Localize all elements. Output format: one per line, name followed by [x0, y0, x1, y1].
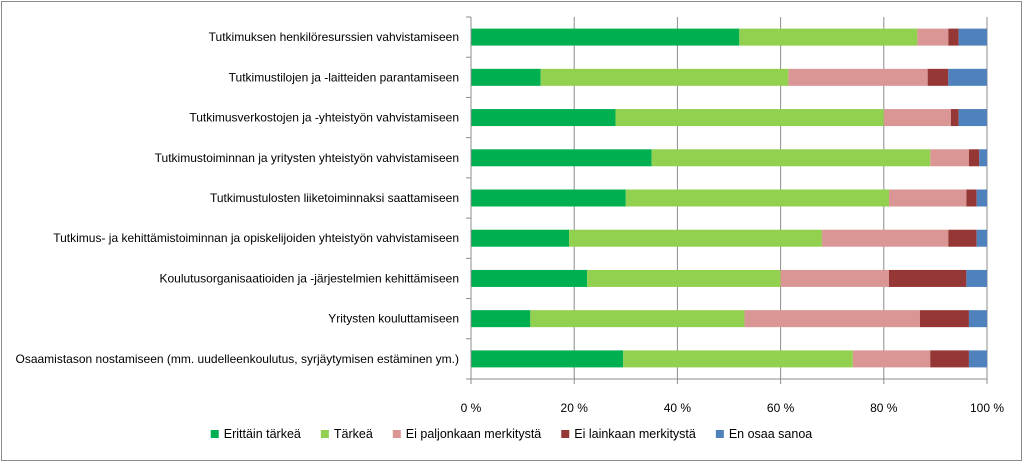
bar-segment: [958, 109, 987, 127]
legend-swatch: [210, 430, 219, 438]
legend-swatch: [392, 430, 401, 438]
legend-item: En osaa sanoa: [715, 427, 812, 441]
category-labels: Tutkimuksen henkilöresurssien vahvistami…: [15, 30, 459, 366]
bar-segment: [471, 269, 588, 287]
bar-segment: [966, 269, 987, 287]
legend-item: Ei lainkaan merkitystä: [561, 427, 696, 441]
bar-segment: [966, 189, 977, 207]
bar-segment: [540, 68, 789, 86]
category-label: Osaamistason nostamiseen (mm. uudelleenk…: [15, 352, 459, 366]
legend-item: Tärkeä: [320, 427, 373, 441]
bar-segment: [888, 189, 967, 207]
x-tick-label: 20 %: [561, 401, 589, 415]
legend-label: Tärkeä: [334, 427, 373, 441]
bar-segment: [979, 149, 987, 167]
bar-segment: [471, 189, 626, 207]
category-label: Yritysten kouluttamiseen: [328, 312, 459, 326]
bar-segment: [788, 68, 928, 86]
category-label: Tutkimuksen henkilöresurssien vahvistami…: [209, 30, 459, 44]
bar-segment: [471, 350, 624, 368]
bar-segment: [919, 310, 969, 328]
legend-label: Erittäin tärkeä: [224, 427, 301, 441]
bar-segment: [471, 68, 541, 86]
bar-segment: [958, 28, 987, 46]
x-tick-label: 40 %: [664, 401, 692, 415]
bar-segment: [948, 68, 987, 86]
bar-segment: [739, 28, 918, 46]
bar-segment: [471, 310, 531, 328]
bar-segment: [976, 189, 987, 207]
bar-segment: [780, 269, 889, 287]
bars: [471, 28, 987, 368]
category-label: Tutkimus- ja kehittämistoiminnan ja opis…: [53, 231, 459, 245]
category-label: Tutkimustilojen ja -laitteiden parantami…: [229, 70, 459, 84]
x-tick-label: 100 %: [970, 401, 1004, 415]
bar-segment: [587, 269, 781, 287]
bar-segment: [471, 109, 616, 127]
bar-segment: [948, 28, 959, 46]
bar-segment: [569, 229, 822, 247]
legend-item: Ei paljonkaan merkitystä: [392, 427, 542, 441]
legend-swatch: [320, 430, 329, 438]
bar-segment: [623, 350, 853, 368]
bar-segment: [968, 149, 980, 167]
bar-segment: [930, 149, 969, 167]
category-label: Tutkimusverkostojen ja -yhteistyön vahvi…: [189, 111, 459, 125]
bar-segment: [976, 229, 987, 247]
x-tick-label: 80 %: [870, 401, 898, 415]
axes: 0 % 20 % 40 % 60 % 80 % 100 %: [461, 16, 1004, 415]
x-tick-label: 60 %: [767, 401, 795, 415]
bar-segment: [950, 109, 959, 127]
bar-segment: [651, 149, 931, 167]
category-label: Tutkimustulosten liiketoiminnaksi saatta…: [210, 191, 459, 205]
x-tick-label: 0 %: [461, 401, 482, 415]
legend-label: Ei lainkaan merkitystä: [574, 427, 696, 441]
bar-segment: [917, 28, 949, 46]
bar-segment: [471, 28, 740, 46]
bar-segment: [625, 189, 889, 207]
bar-segment: [821, 229, 949, 247]
category-label: Tutkimustoiminnan ja yritysten yhteistyö…: [155, 151, 459, 165]
bar-segment: [948, 229, 977, 247]
legend: Erittäin tärkeä Tärkeä Ei paljonkaan merki…: [210, 427, 812, 441]
legend-swatch: [715, 430, 724, 438]
bar-segment: [968, 350, 987, 368]
bar-segment: [471, 149, 652, 167]
legend-swatch: [561, 430, 570, 438]
bar-segment: [930, 350, 969, 368]
bar-segment: [927, 68, 949, 86]
legend-label: Ei paljonkaan merkitystä: [406, 427, 542, 441]
category-label: Koulutusorganisaatioiden ja -järjestelmi…: [159, 271, 459, 285]
bar-segment: [744, 310, 920, 328]
bar-segment: [883, 109, 951, 127]
legend-label: En osaa sanoa: [729, 427, 812, 441]
bar-segment: [471, 229, 570, 247]
bar-segment: [888, 269, 967, 287]
legend-item: Erittäin tärkeä: [210, 427, 301, 441]
bar-segment: [852, 350, 931, 368]
bar-segment: [968, 310, 987, 328]
bar-segment: [615, 109, 884, 127]
bar-segment: [530, 310, 745, 328]
